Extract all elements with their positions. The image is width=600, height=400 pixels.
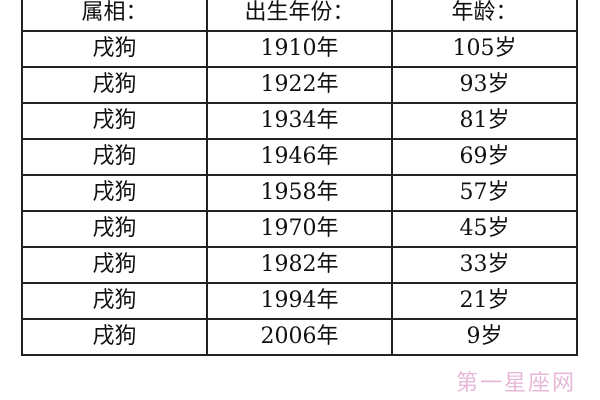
table-row: 戌狗 1934年 81岁 [21,102,578,140]
birth-year-cell: 2006年 [206,318,393,356]
zodiac-cell: 戌狗 [21,282,208,320]
table-row: 戌狗 2006年 9岁 [21,318,578,356]
column-header: 出生年份： [206,0,393,32]
table-row: 戌狗 1922年 93岁 [21,66,578,104]
age-cell: 21岁 [391,282,578,320]
zodiac-age-table: 属相： 出生年份： 年龄： 戌狗 1910年 105岁 戌狗 1922年 93岁 戌狗 1934年 8… [21,0,578,356]
age-cell: 45岁 [391,210,578,248]
age-cell: 57岁 [391,174,578,212]
zodiac-cell: 戌狗 [21,138,208,176]
age-cell: 9岁 [391,318,578,356]
age-cell: 93岁 [391,66,578,104]
zodiac-cell: 戌狗 [21,30,208,68]
age-cell: 33岁 [391,246,578,284]
zodiac-cell: 戌狗 [21,210,208,248]
birth-year-cell: 1970年 [206,210,393,248]
table-row: 戌狗 1958年 57岁 [21,174,578,212]
zodiac-cell: 戌狗 [21,174,208,212]
table-row: 戌狗 1982年 33岁 [21,246,578,284]
age-cell: 105岁 [391,30,578,68]
birth-year-cell: 1982年 [206,246,393,284]
column-header: 属相： [21,0,208,32]
age-cell: 69岁 [391,138,578,176]
zodiac-cell: 戌狗 [21,66,208,104]
birth-year-cell: 1946年 [206,138,393,176]
birth-year-cell: 1934年 [206,102,393,140]
table-row: 戌狗 1910年 105岁 [21,30,578,68]
birth-year-cell: 1958年 [206,174,393,212]
column-header: 年龄： [391,0,578,32]
watermark: 第一星座网 [455,371,576,396]
zodiac-cell: 戌狗 [21,246,208,284]
table-row: 戌狗 1994年 21岁 [21,282,578,320]
age-cell: 81岁 [391,102,578,140]
table-row: 戌狗 1946年 69岁 [21,138,578,176]
birth-year-cell: 1910年 [206,30,393,68]
zodiac-cell: 戌狗 [21,318,208,356]
birth-year-cell: 1994年 [206,282,393,320]
birth-year-cell: 1922年 [206,66,393,104]
table-row: 戌狗 1970年 45岁 [21,210,578,248]
zodiac-cell: 戌狗 [21,102,208,140]
header-row: 属相： 出生年份： 年龄： [21,0,578,32]
